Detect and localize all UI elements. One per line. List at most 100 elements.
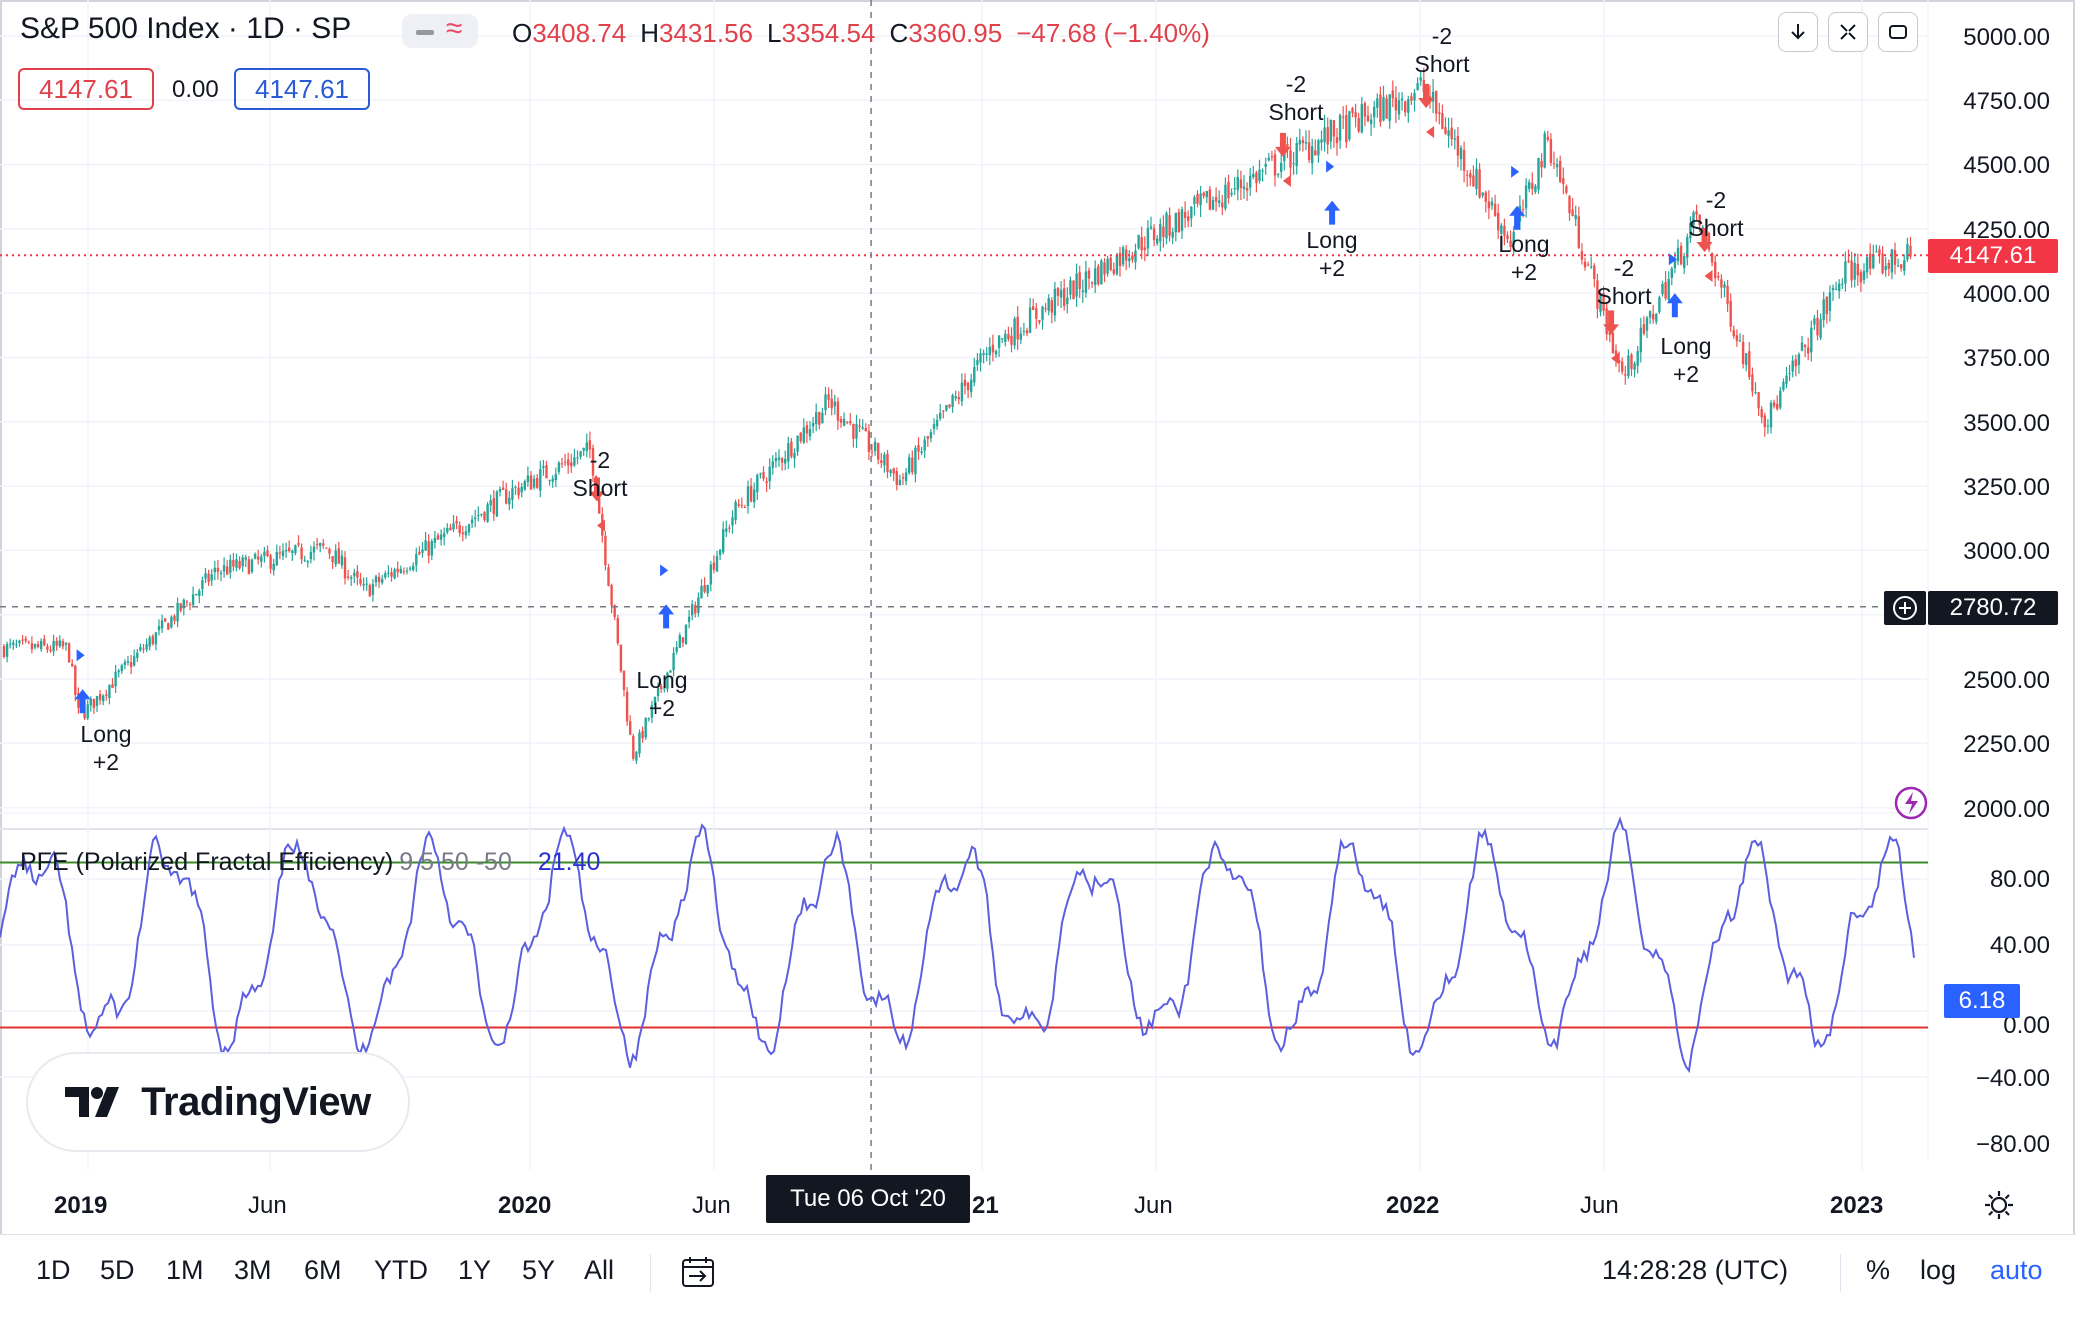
- candle-body: [46, 646, 49, 650]
- candle-body: [960, 382, 964, 402]
- candle-body: [1295, 143, 1298, 167]
- candle-body: [353, 572, 356, 577]
- candle-body: [815, 412, 818, 425]
- candle-body: [1596, 280, 1599, 309]
- candle-body: [635, 751, 638, 761]
- signal-label-short: -2 Short: [1684, 186, 1748, 242]
- candle-body: [105, 694, 108, 696]
- candle-body: [281, 550, 285, 556]
- candle-body: [1025, 330, 1029, 334]
- candle-body: [542, 466, 545, 469]
- candle-body: [1435, 90, 1438, 114]
- candle-body: [15, 644, 18, 646]
- candle-body: [1193, 197, 1196, 205]
- download-button[interactable]: [1778, 12, 1818, 52]
- tradingview-logo[interactable]: TradingView: [28, 1054, 408, 1150]
- candle-body: [1772, 402, 1776, 407]
- time-label: 2019: [54, 1192, 108, 1219]
- candle-body: [1528, 182, 1531, 189]
- candle-body: [1267, 157, 1270, 161]
- candle-body: [1016, 316, 1019, 340]
- percent-toggle[interactable]: %: [1866, 1255, 1891, 1285]
- buy-price-box[interactable]: 4147.61: [234, 68, 370, 110]
- candle-body: [483, 512, 486, 521]
- range-1m[interactable]: 1M: [166, 1255, 204, 1285]
- candle-body: [191, 594, 195, 606]
- candle-body: [1549, 139, 1553, 163]
- candle-body: [1453, 138, 1456, 140]
- candle-body: [1710, 252, 1714, 263]
- candle-body: [1577, 216, 1580, 248]
- range-ytd[interactable]: YTD: [374, 1255, 428, 1285]
- range-6m[interactable]: 6M: [304, 1255, 342, 1285]
- candle-body: [1407, 99, 1410, 113]
- range-5y[interactable]: 5Y: [522, 1255, 556, 1285]
- high-value: 3431.56: [659, 18, 753, 48]
- sell-price-box[interactable]: 4147.61: [18, 68, 154, 110]
- brand-name: TradingView: [141, 1079, 371, 1124]
- candle-body: [1825, 296, 1828, 315]
- log-toggle[interactable]: log: [1920, 1255, 1957, 1285]
- range-1y[interactable]: 1Y: [458, 1255, 492, 1285]
- candle-body: [728, 527, 731, 529]
- candle-body: [1211, 199, 1215, 210]
- candle-body: [976, 360, 979, 366]
- candle-body: [337, 548, 340, 564]
- signal-line: -2: [1613, 255, 1635, 281]
- lightning-button[interactable]: [1893, 785, 1929, 821]
- symbol-title[interactable]: S&P 500 Index · 1D · SP: [20, 12, 352, 45]
- candle-body: [1404, 101, 1407, 113]
- candle-body: [1125, 249, 1128, 261]
- pfe-legend[interactable]: PFE (Polarized Fractal Efficiency) 9 5 50…: [20, 848, 600, 877]
- settings-button[interactable]: [1982, 1188, 2016, 1222]
- exit-marker: [1611, 352, 1620, 365]
- utc-clock[interactable]: 14:28:28 (UTC): [1602, 1255, 1789, 1285]
- candle-body: [1236, 176, 1239, 191]
- candle-body: [1788, 373, 1791, 375]
- range-3m[interactable]: 3M: [234, 1255, 272, 1285]
- candle-body: [787, 443, 790, 462]
- candle-body: [1038, 320, 1041, 323]
- candle-body: [833, 401, 836, 407]
- candle-body: [725, 528, 728, 532]
- candle-body: [160, 620, 164, 629]
- range-all[interactable]: All: [584, 1255, 615, 1285]
- candle-body: [1354, 112, 1357, 118]
- crosshair-price-tag: 2780.72: [1928, 591, 2058, 625]
- candle-body: [303, 559, 306, 561]
- candle-body: [1599, 293, 1602, 312]
- candle-body: [1094, 268, 1097, 285]
- candle-body: [1776, 403, 1779, 410]
- candle-body: [898, 479, 902, 486]
- symbol-toggle[interactable]: [402, 14, 478, 48]
- range-1d[interactable]: 1D: [36, 1255, 71, 1285]
- candle-body: [1838, 283, 1841, 292]
- candle-body: [1819, 319, 1822, 338]
- candle-body: [939, 412, 942, 419]
- candle-body: [1199, 193, 1202, 206]
- price-label: 3000.00: [1963, 538, 2050, 565]
- candle-body: [1391, 90, 1394, 99]
- fullscreen-button[interactable]: [1878, 12, 1918, 52]
- candle-body: [849, 421, 852, 424]
- candle-body: [1162, 226, 1165, 238]
- candle-body: [1562, 178, 1565, 185]
- candle-body: [1605, 308, 1608, 335]
- candle-body: [799, 432, 802, 442]
- candle-body: [1103, 262, 1106, 275]
- candle-body: [1586, 264, 1590, 266]
- collapse-button[interactable]: [1828, 12, 1868, 52]
- candle-body: [1893, 250, 1897, 265]
- add-alert-button[interactable]: [1884, 591, 1926, 625]
- go-to-date-button[interactable]: [680, 1255, 716, 1289]
- candle-body: [1509, 240, 1512, 247]
- signal-line: +2: [1318, 255, 1346, 281]
- auto-toggle[interactable]: auto: [1990, 1255, 2043, 1285]
- candle-body: [1506, 235, 1509, 239]
- candle-body: [1723, 284, 1726, 288]
- candle-body: [753, 489, 756, 503]
- candle-body: [501, 487, 505, 490]
- range-5d[interactable]: 5D: [100, 1255, 135, 1285]
- candle-body: [247, 559, 251, 575]
